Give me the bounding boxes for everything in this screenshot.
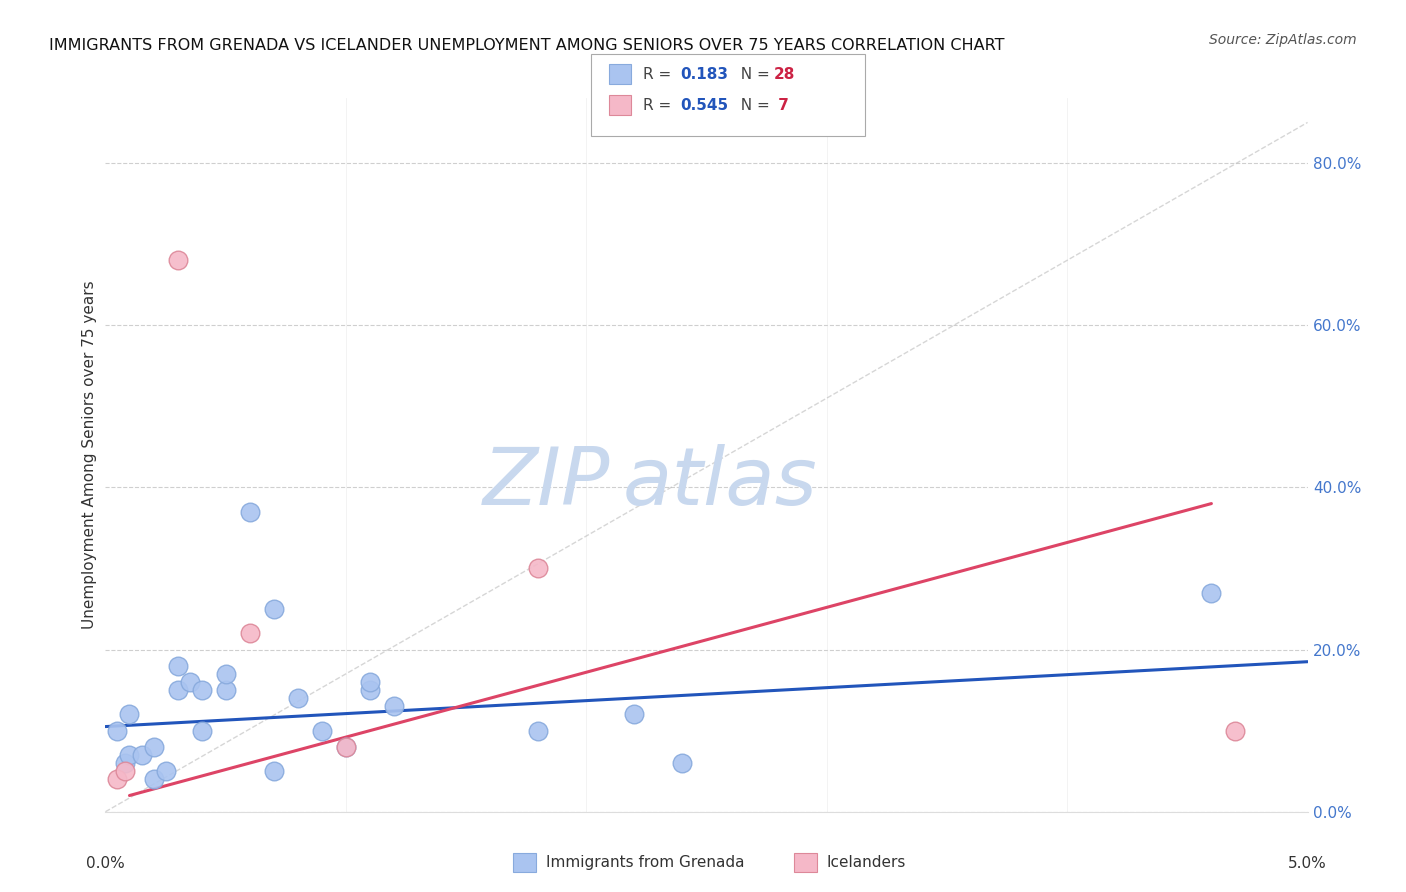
Point bbox=[190, 683, 212, 698]
Text: ZIP: ZIP bbox=[484, 444, 610, 523]
Point bbox=[239, 505, 262, 519]
Point bbox=[359, 675, 381, 690]
Point bbox=[166, 658, 188, 673]
Point bbox=[114, 756, 136, 770]
Text: IMMIGRANTS FROM GRENADA VS ICELANDER UNEMPLOYMENT AMONG SENIORS OVER 75 YEARS CO: IMMIGRANTS FROM GRENADA VS ICELANDER UNE… bbox=[49, 38, 1005, 54]
Point bbox=[107, 723, 129, 738]
Point bbox=[263, 602, 285, 616]
Point bbox=[359, 683, 381, 698]
Point bbox=[311, 723, 333, 738]
Point bbox=[527, 561, 550, 575]
Text: 7: 7 bbox=[773, 98, 789, 112]
Point bbox=[335, 739, 357, 754]
Text: N =: N = bbox=[731, 67, 775, 81]
Text: 5.0%: 5.0% bbox=[1288, 856, 1327, 871]
Point bbox=[107, 772, 129, 787]
Text: R =: R = bbox=[643, 67, 676, 81]
Point bbox=[623, 707, 645, 722]
Point bbox=[1201, 586, 1223, 600]
Point bbox=[239, 626, 262, 640]
Point bbox=[142, 739, 165, 754]
Point bbox=[335, 739, 357, 754]
Point bbox=[287, 691, 309, 706]
Point bbox=[155, 764, 177, 779]
Text: N =: N = bbox=[731, 98, 775, 112]
Text: Immigrants from Grenada: Immigrants from Grenada bbox=[546, 855, 744, 870]
Point bbox=[527, 723, 550, 738]
Text: R =: R = bbox=[643, 98, 676, 112]
Point bbox=[179, 675, 201, 690]
Point bbox=[1225, 723, 1247, 738]
Point bbox=[131, 747, 153, 762]
Text: Icelanders: Icelanders bbox=[827, 855, 905, 870]
Point bbox=[166, 253, 188, 268]
Point bbox=[263, 764, 285, 779]
Point bbox=[118, 707, 141, 722]
Point bbox=[118, 747, 141, 762]
Point bbox=[166, 683, 188, 698]
Text: 28: 28 bbox=[773, 67, 794, 81]
Point bbox=[671, 756, 693, 770]
Text: Source: ZipAtlas.com: Source: ZipAtlas.com bbox=[1209, 33, 1357, 47]
Point bbox=[142, 772, 165, 787]
Point bbox=[214, 666, 236, 681]
Point bbox=[190, 723, 212, 738]
Y-axis label: Unemployment Among Seniors over 75 years: Unemployment Among Seniors over 75 years bbox=[82, 281, 97, 629]
Point bbox=[382, 699, 405, 714]
Text: 0.0%: 0.0% bbox=[86, 856, 125, 871]
Point bbox=[214, 683, 236, 698]
Text: atlas: atlas bbox=[623, 444, 817, 523]
Text: 0.183: 0.183 bbox=[681, 67, 728, 81]
Text: 0.545: 0.545 bbox=[681, 98, 728, 112]
Point bbox=[114, 764, 136, 779]
